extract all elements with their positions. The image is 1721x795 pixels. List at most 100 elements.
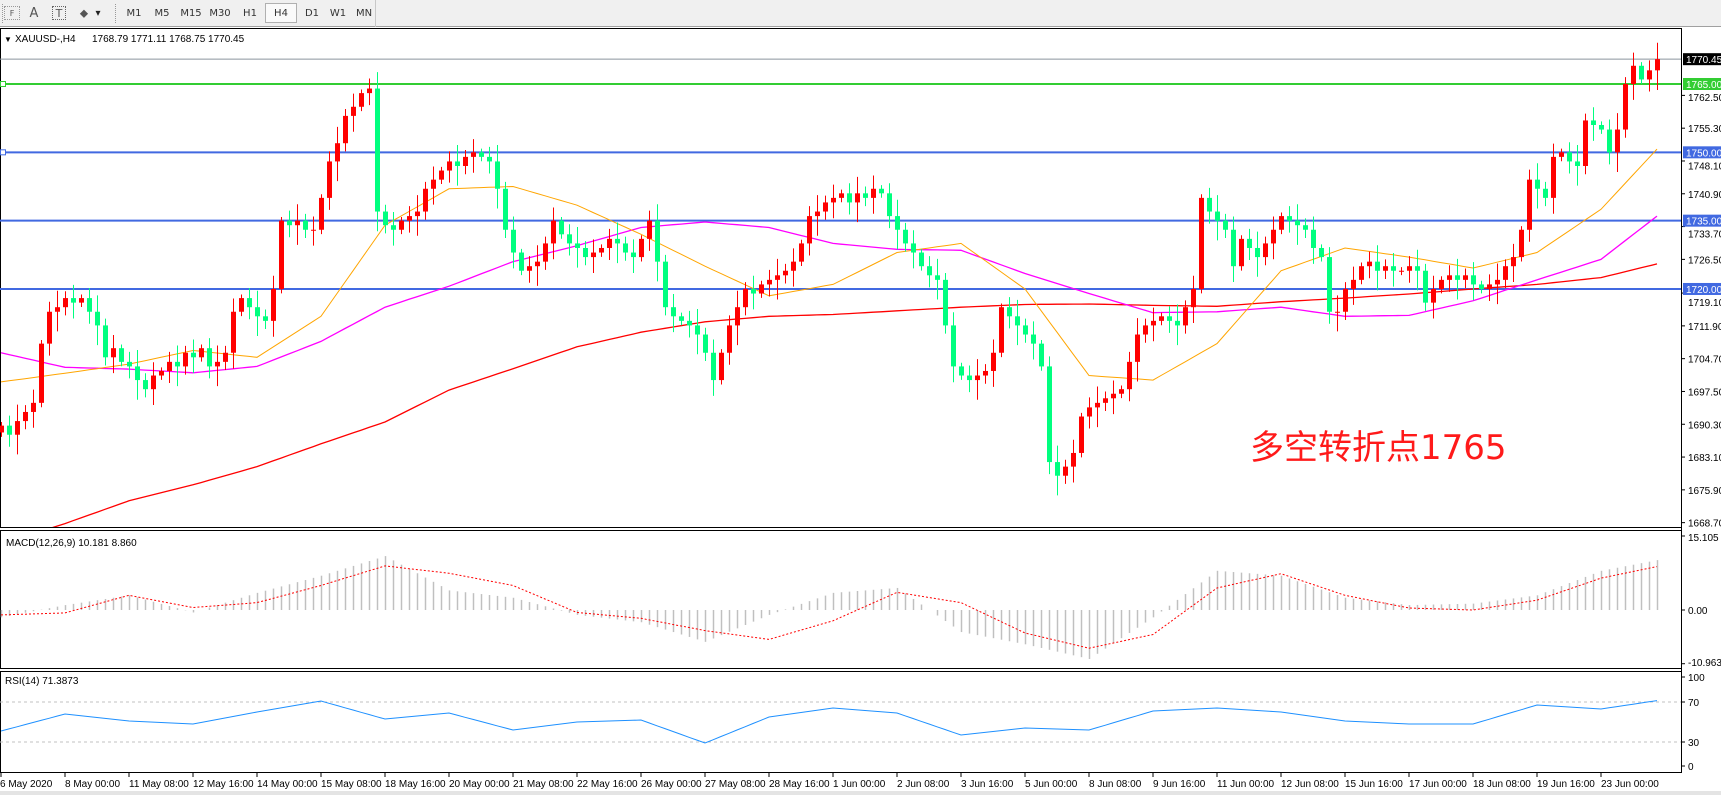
candle[interactable] — [231, 298, 236, 369]
chevron-down-icon[interactable]: ▾ — [95, 7, 101, 19]
candle[interactable] — [1455, 258, 1460, 300]
candle[interactable] — [1519, 226, 1524, 262]
candle[interactable] — [375, 72, 380, 232]
candle[interactable] — [831, 184, 836, 219]
candle[interactable] — [1135, 318, 1140, 382]
candle[interactable] — [7, 415, 12, 447]
candle[interactable] — [719, 349, 724, 385]
candle[interactable] — [1303, 218, 1308, 238]
text-label-icon[interactable]: T — [52, 6, 66, 20]
candle[interactable] — [463, 150, 468, 175]
candle[interactable] — [311, 216, 316, 246]
candle[interactable] — [1087, 397, 1092, 429]
candle[interactable] — [1391, 252, 1396, 287]
timeframe-m1[interactable]: M1 — [126, 7, 142, 19]
candle[interactable] — [63, 291, 68, 316]
candle[interactable] — [111, 334, 116, 374]
candle[interactable] — [519, 248, 524, 276]
chart-annotation-text[interactable]: 多空转折点1765 — [1250, 428, 1507, 468]
candle[interactable] — [959, 362, 964, 380]
candle[interactable] — [935, 258, 940, 300]
candle[interactable] — [1407, 256, 1412, 283]
candle[interactable] — [1503, 259, 1508, 289]
candle[interactable] — [1615, 113, 1620, 173]
candle[interactable] — [543, 236, 548, 270]
candle[interactable] — [991, 339, 996, 387]
candle[interactable] — [1343, 282, 1348, 320]
timeframe-m30[interactable]: M30 — [209, 7, 231, 19]
candle[interactable] — [983, 364, 988, 384]
candle[interactable] — [495, 145, 500, 209]
candle[interactable] — [1439, 276, 1444, 294]
candle[interactable] — [1031, 321, 1036, 360]
candle[interactable] — [327, 151, 332, 210]
candle[interactable] — [199, 344, 204, 362]
candle[interactable] — [95, 295, 100, 346]
candle[interactable] — [951, 312, 956, 383]
candle[interactable] — [1167, 306, 1172, 333]
candle[interactable] — [351, 93, 356, 132]
candle[interactable] — [1375, 245, 1380, 291]
timeframe-h4[interactable]: H4 — [265, 3, 297, 23]
candle[interactable] — [407, 206, 412, 233]
candle[interactable] — [1415, 249, 1420, 291]
candle[interactable] — [1215, 195, 1220, 241]
candle[interactable] — [775, 258, 780, 300]
candle[interactable] — [839, 189, 844, 203]
candle[interactable] — [167, 351, 172, 383]
candle[interactable] — [559, 217, 564, 239]
candle[interactable] — [143, 373, 148, 398]
candle[interactable] — [1047, 356, 1052, 475]
candle[interactable] — [703, 327, 708, 361]
candle[interactable] — [1055, 445, 1060, 496]
candle[interactable] — [279, 217, 284, 294]
candle[interactable] — [1183, 300, 1188, 334]
candle[interactable] — [119, 344, 124, 367]
candle[interactable] — [695, 309, 700, 355]
candle[interactable] — [1319, 244, 1324, 262]
candle[interactable] — [1495, 263, 1500, 305]
candle[interactable] — [1223, 213, 1228, 238]
candle[interactable] — [1247, 228, 1252, 261]
candle[interactable] — [1631, 52, 1636, 100]
candle[interactable] — [1079, 412, 1084, 458]
line-handle-icon[interactable] — [0, 81, 6, 87]
candle[interactable] — [135, 350, 140, 400]
collapse-triangle-icon[interactable]: ▼ — [4, 35, 12, 44]
candle[interactable] — [1567, 142, 1572, 174]
candle[interactable] — [447, 151, 452, 183]
candle[interactable] — [1207, 187, 1212, 224]
candle[interactable] — [511, 216, 516, 269]
candle[interactable] — [1271, 216, 1276, 260]
candle[interactable] — [1255, 231, 1260, 277]
candle[interactable] — [1143, 318, 1148, 343]
candle[interactable] — [159, 367, 164, 380]
candle[interactable] — [1431, 275, 1436, 319]
candle[interactable] — [1327, 247, 1332, 324]
candle[interactable] — [1127, 351, 1132, 402]
candle[interactable] — [735, 290, 740, 346]
candle[interactable] — [679, 312, 684, 326]
candle[interactable] — [1535, 163, 1540, 209]
candle[interactable] — [1063, 459, 1068, 484]
candle[interactable] — [599, 244, 604, 257]
candle[interactable] — [879, 185, 884, 198]
candle[interactable] — [743, 282, 748, 316]
candle[interactable] — [1607, 119, 1612, 165]
candle[interactable] — [1351, 266, 1356, 305]
candle[interactable] — [663, 254, 668, 316]
candle[interactable] — [1239, 235, 1244, 271]
candle[interactable] — [1095, 386, 1100, 428]
candle[interactable] — [927, 256, 932, 288]
candle[interactable] — [415, 195, 420, 236]
candle[interactable] — [871, 175, 876, 214]
timeframe-h1[interactable]: H1 — [243, 7, 257, 19]
candle[interactable] — [1479, 280, 1484, 294]
candle[interactable] — [239, 294, 244, 317]
candle[interactable] — [1295, 204, 1300, 245]
candle[interactable] — [1359, 262, 1364, 285]
candle[interactable] — [1447, 265, 1452, 292]
arrows-icon[interactable]: ⬥ — [79, 5, 89, 20]
candle[interactable] — [223, 345, 228, 371]
candle[interactable] — [255, 290, 260, 336]
